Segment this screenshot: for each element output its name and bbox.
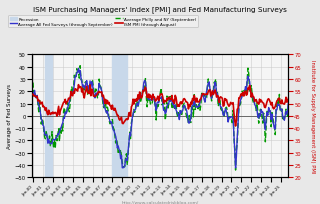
Text: http://www.calculatedriskblog.com/: http://www.calculatedriskblog.com/ — [121, 200, 199, 204]
Legend: Recession, Average All Fed Surveys (through September), Average Philly and NY (S: Recession, Average All Fed Surveys (thro… — [9, 16, 197, 28]
Y-axis label: Institute for Supply Management (ISM) PMI: Institute for Supply Management (ISM) PM… — [310, 60, 315, 173]
Bar — [112, 55, 127, 177]
Y-axis label: Average of Fed Surveys: Average of Fed Surveys — [7, 84, 12, 149]
Bar — [45, 55, 52, 177]
Text: ISM Purchasing Managers' Index [PMI] and Fed Manufacturing Surveys: ISM Purchasing Managers' Index [PMI] and… — [33, 6, 287, 13]
